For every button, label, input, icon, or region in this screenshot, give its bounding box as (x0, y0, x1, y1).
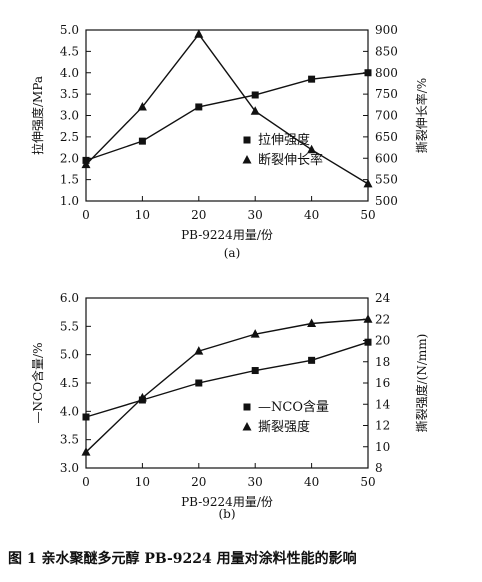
right-y-tick-label: 20 (375, 334, 390, 348)
right-y-tick-label: 600 (375, 151, 398, 165)
right-y-tick-label: 850 (375, 44, 398, 58)
right-y-tick-label: 500 (375, 194, 398, 208)
left-y-tick-label: 2.0 (60, 151, 79, 165)
plot-frame (85, 297, 369, 469)
x-tick-label: 30 (248, 475, 263, 489)
data-point-square (251, 367, 259, 375)
series-line-triangle (85, 318, 369, 453)
data-point-square (195, 103, 203, 111)
legend-label: 断裂伸长率 (258, 152, 323, 168)
data-point-triangle (137, 101, 147, 111)
left-y-tick-label: 5.5 (60, 319, 79, 333)
left-y-tick-label: 4.5 (60, 44, 79, 58)
legend-marker-square (243, 136, 251, 144)
plot-frame (85, 29, 369, 202)
right-y-tick-label: 22 (375, 312, 390, 326)
panel-b: 0 10 20 30 40 50 3.0 3.5 4.0 4.5 5.0 5.5 6.0 8 10 12 14 1… (30, 291, 429, 521)
data-point-square (308, 75, 316, 83)
data-point-triangle (307, 318, 317, 327)
data-point-triangle (307, 144, 317, 154)
left-y-tick-label: 3.5 (60, 87, 79, 101)
legend-label: —NCO含量 (258, 399, 329, 415)
right-axis-title: 撕裂强度/(N/mm) (414, 334, 429, 433)
x-axis-title: PB-9224用量/份 (181, 228, 273, 242)
data-point-triangle (137, 392, 147, 402)
right-y-tick-label: 800 (375, 66, 398, 80)
x-tick-label: 40 (304, 208, 319, 222)
right-axis-title: 撕裂伸长率/% (414, 78, 429, 153)
right-y-tick-label: 18 (375, 355, 390, 369)
x-tick-label: 20 (191, 208, 206, 222)
legend-label: 拉伸强度 (258, 132, 310, 148)
x-tick-label: 20 (191, 475, 206, 489)
right-y-tick-label: 16 (375, 376, 390, 390)
left-y-tick-label: 6.0 (60, 291, 79, 305)
data-point-triangle (81, 447, 91, 456)
legend-label: 撕裂强度 (258, 419, 310, 435)
x-tick-label: 0 (82, 208, 90, 222)
data-point-square (364, 69, 372, 77)
panel-label: (b) (218, 507, 235, 521)
series-line-triangle (85, 33, 369, 185)
data-point-triangle (363, 178, 373, 188)
data-point-square (364, 338, 372, 346)
legend-marker-triangle (242, 155, 252, 164)
right-y-tick-label: 8 (375, 461, 383, 475)
legend-marker-square (243, 403, 251, 411)
series-line-square (85, 341, 369, 418)
x-tick-label: 0 (82, 475, 90, 489)
data-point-triangle (81, 159, 91, 169)
x-tick-label: 50 (360, 475, 375, 489)
left-y-tick-label: 3.0 (60, 109, 79, 123)
figure-caption: 图 1 亲水聚醚多元醇 PB-9224 用量对涂料性能的影响 (8, 551, 357, 567)
right-y-tick-label: 24 (375, 291, 391, 305)
x-axis-title: PB-9224用量/份 (181, 495, 273, 509)
data-point-square (251, 91, 259, 99)
data-point-triangle (250, 329, 260, 338)
right-y-tick-label: 750 (375, 87, 398, 101)
right-y-tick-label: 12 (375, 419, 390, 433)
right-y-tick-label: 900 (375, 23, 398, 37)
data-point-square (138, 137, 146, 145)
right-y-tick-label: 650 (375, 130, 398, 144)
x-tick-label: 10 (135, 475, 150, 489)
x-tick-label: 50 (360, 208, 375, 222)
left-y-tick-label: 2.5 (60, 130, 79, 144)
x-tick-label: 30 (248, 208, 263, 222)
left-y-tick-label: 1.5 (60, 173, 79, 187)
legend-marker-triangle (242, 422, 252, 431)
data-point-triangle (250, 106, 260, 115)
panel-label: (a) (224, 246, 241, 260)
right-y-tick-label: 14 (375, 397, 391, 411)
data-point-triangle (194, 346, 204, 355)
right-y-tick-label: 10 (375, 440, 390, 454)
left-axis-title: 拉伸强度/MPa (30, 76, 45, 155)
data-point-square (82, 413, 90, 421)
data-point-triangle (363, 314, 373, 323)
left-y-tick-label: 3.5 (60, 433, 79, 447)
data-point-square (308, 356, 316, 364)
data-point-triangle (194, 29, 204, 38)
left-y-tick-label: 4.5 (60, 376, 79, 390)
right-y-tick-label: 700 (375, 109, 398, 123)
left-y-tick-label: 3.0 (60, 461, 79, 475)
left-y-tick-label: 1.0 (60, 194, 79, 208)
left-axis-title: —NCO含量/% (30, 343, 45, 424)
left-y-tick-label: 5.0 (60, 348, 79, 362)
data-point-square (195, 379, 203, 387)
left-y-tick-label: 4.0 (60, 404, 79, 418)
right-y-tick-label: 550 (375, 173, 398, 187)
x-tick-label: 10 (135, 208, 150, 222)
left-y-tick-label: 5.0 (60, 23, 79, 37)
panel-a: 0 10 20 30 40 50 1.0 1.5 2.0 2.5 3.0 3.5 4.0 4.5 5.0 50… (30, 23, 429, 260)
left-y-tick-label: 4.0 (60, 66, 79, 80)
series-line-square (85, 72, 369, 162)
x-tick-label: 40 (304, 475, 319, 489)
